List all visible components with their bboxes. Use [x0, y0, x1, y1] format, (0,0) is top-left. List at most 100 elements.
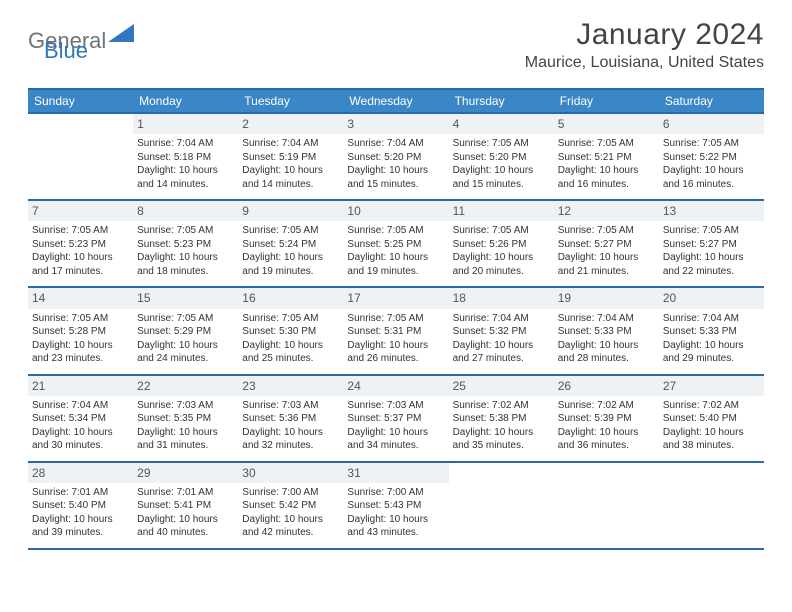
day-number: 6	[659, 114, 764, 134]
daylight-text: Daylight: 10 hours and 31 minutes.	[137, 426, 234, 453]
sunrise-text: Sunrise: 7:05 AM	[137, 224, 234, 238]
empty-cell	[554, 462, 659, 548]
day-cell: 5Sunrise: 7:05 AMSunset: 5:21 PMDaylight…	[554, 113, 659, 200]
sunrise-text: Sunrise: 7:04 AM	[32, 399, 129, 413]
week-row: 1Sunrise: 7:04 AMSunset: 5:18 PMDaylight…	[28, 113, 764, 200]
day-cell: 14Sunrise: 7:05 AMSunset: 5:28 PMDayligh…	[28, 287, 133, 374]
sunrise-text: Sunrise: 7:04 AM	[347, 137, 444, 151]
day-header-thursday: Thursday	[449, 89, 554, 113]
day-number: 22	[133, 376, 238, 396]
daylight-text: Daylight: 10 hours and 16 minutes.	[558, 164, 655, 191]
sunrise-text: Sunrise: 7:04 AM	[137, 137, 234, 151]
sunrise-text: Sunrise: 7:01 AM	[137, 486, 234, 500]
sunrise-text: Sunrise: 7:05 AM	[453, 137, 550, 151]
daylight-text: Daylight: 10 hours and 19 minutes.	[242, 251, 339, 278]
day-cell: 18 Sunrise: 7:04 AMSunset: 5:32 PMDayligh…	[449, 287, 554, 374]
daylight-text: Daylight: 10 hours and 32 minutes.	[242, 426, 339, 453]
day-number: 26	[554, 376, 659, 396]
day-number: 21	[28, 376, 133, 396]
sunrise-text: Sunrise: 7:05 AM	[242, 224, 339, 238]
daylight-text: Daylight: 10 hours and 20 minutes.	[453, 251, 550, 278]
daylight-text: Daylight: 10 hours and 15 minutes.	[347, 164, 444, 191]
sunrise-text: Sunrise: 7:03 AM	[137, 399, 234, 413]
week-row: 14Sunrise: 7:05 AMSunset: 5:28 PMDayligh…	[28, 287, 764, 374]
sunset-text: Sunset: 5:42 PM	[242, 499, 339, 513]
daylight-text: Daylight: 10 hours and 36 minutes.	[558, 426, 655, 453]
sunrise-text: Sunrise: 7:03 AM	[347, 399, 444, 413]
sunrise-text: Sunrise: 7:05 AM	[32, 312, 129, 326]
month-title: January 2024	[525, 18, 764, 52]
sunset-text: Sunset: 5:33 PM	[663, 325, 760, 339]
day-cell: 12Sunrise: 7:05 AMSunset: 5:27 PMDayligh…	[554, 200, 659, 287]
sunrise-text: Sunrise: 7:02 AM	[558, 399, 655, 413]
empty-cell	[659, 462, 764, 548]
sunset-text: Sunset: 5:34 PM	[32, 412, 129, 426]
day-number: 29	[133, 463, 238, 483]
day-number: 7	[28, 201, 133, 221]
day-number: 15	[133, 288, 238, 308]
day-number: 16	[238, 288, 343, 308]
sunrise-text: Sunrise: 7:05 AM	[137, 312, 234, 326]
day-cell: 17Sunrise: 7:05 AMSunset: 5:31 PMDayligh…	[343, 287, 448, 374]
day-number: 30	[238, 463, 343, 483]
daylight-text: Daylight: 10 hours and 16 minutes.	[663, 164, 760, 191]
sunrise-text: Sunrise: 7:03 AM	[242, 399, 339, 413]
day-number: 4	[449, 114, 554, 134]
sunset-text: Sunset: 5:33 PM	[558, 325, 655, 339]
week-row: 28Sunrise: 7:01 AMSunset: 5:40 PMDayligh…	[28, 462, 764, 548]
sunset-text: Sunset: 5:38 PM	[453, 412, 550, 426]
sunset-text: Sunset: 5:40 PM	[32, 499, 129, 513]
sunset-text: Sunset: 5:19 PM	[242, 151, 339, 165]
daylight-text: Daylight: 10 hours and 42 minutes.	[242, 513, 339, 540]
day-cell: 20Sunrise: 7:04 AMSunset: 5:33 PMDayligh…	[659, 287, 764, 374]
sunrise-text: Sunrise: 7:05 AM	[453, 224, 550, 238]
day-cell: 23Sunrise: 7:03 AMSunset: 5:36 PMDayligh…	[238, 375, 343, 462]
sunset-text: Sunset: 5:41 PM	[137, 499, 234, 513]
day-number: 27	[659, 376, 764, 396]
daylight-text: Daylight: 10 hours and 18 minutes.	[137, 251, 234, 278]
sunset-text: Sunset: 5:20 PM	[347, 151, 444, 165]
day-number: 8	[133, 201, 238, 221]
week-row: 21Sunrise: 7:04 AMSunset: 5:34 PMDayligh…	[28, 375, 764, 462]
day-number: 10	[343, 201, 448, 221]
sunset-text: Sunset: 5:31 PM	[347, 325, 444, 339]
title-block: January 2024 Maurice, Louisiana, United …	[525, 18, 764, 72]
calendar-page: General January 2024 Maurice, Louisiana,…	[0, 0, 792, 560]
day-number: 25	[449, 376, 554, 396]
sunrise-text: Sunrise: 7:04 AM	[453, 312, 550, 326]
sunset-text: Sunset: 5:21 PM	[558, 151, 655, 165]
day-number: 11	[449, 201, 554, 221]
day-header-friday: Friday	[554, 89, 659, 113]
daylight-text: Daylight: 10 hours and 43 minutes.	[347, 513, 444, 540]
daylight-text: Daylight: 10 hours and 15 minutes.	[453, 164, 550, 191]
daylight-text: Daylight: 10 hours and 27 minutes.	[453, 339, 550, 366]
sunrise-text: Sunrise: 7:05 AM	[347, 312, 444, 326]
daylight-text: Daylight: 10 hours and 24 minutes.	[137, 339, 234, 366]
sunrise-text: Sunrise: 7:05 AM	[663, 137, 760, 151]
sunrise-text: Sunrise: 7:05 AM	[32, 224, 129, 238]
sunset-text: Sunset: 5:40 PM	[663, 412, 760, 426]
brand-triangle-icon	[108, 24, 134, 47]
day-cell: 31Sunrise: 7:00 AMSunset: 5:43 PMDayligh…	[343, 462, 448, 548]
day-header-saturday: Saturday	[659, 89, 764, 113]
day-cell: 19Sunrise: 7:04 AMSunset: 5:33 PMDayligh…	[554, 287, 659, 374]
day-cell: 29Sunrise: 7:01 AMSunset: 5:41 PMDayligh…	[133, 462, 238, 548]
day-number: 3	[343, 114, 448, 134]
sunset-text: Sunset: 5:32 PM	[453, 325, 550, 339]
day-number: 13	[659, 201, 764, 221]
day-number: 20	[659, 288, 764, 308]
sunrise-text: Sunrise: 7:04 AM	[242, 137, 339, 151]
sunset-text: Sunset: 5:37 PM	[347, 412, 444, 426]
calendar-body: 1Sunrise: 7:04 AMSunset: 5:18 PMDaylight…	[28, 113, 764, 548]
day-number: 9	[238, 201, 343, 221]
daylight-text: Daylight: 10 hours and 23 minutes.	[32, 339, 129, 366]
day-cell: 30Sunrise: 7:00 AMSunset: 5:42 PMDayligh…	[238, 462, 343, 548]
daylight-text: Daylight: 10 hours and 14 minutes.	[242, 164, 339, 191]
daylight-text: Daylight: 10 hours and 17 minutes.	[32, 251, 129, 278]
day-cell: 11Sunrise: 7:05 AMSunset: 5:26 PMDayligh…	[449, 200, 554, 287]
daylight-text: Daylight: 10 hours and 30 minutes.	[32, 426, 129, 453]
sunset-text: Sunset: 5:25 PM	[347, 238, 444, 252]
day-cell: 4Sunrise: 7:05 AMSunset: 5:20 PMDaylight…	[449, 113, 554, 200]
sunrise-text: Sunrise: 7:02 AM	[663, 399, 760, 413]
day-number: 18	[449, 288, 554, 308]
